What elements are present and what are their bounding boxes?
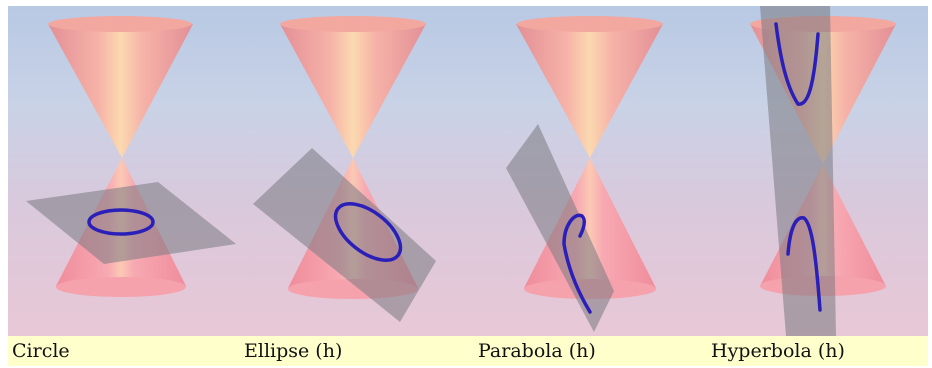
hyperbola-upper-branch	[774, 22, 820, 106]
caption-parabola: Parabola (h)	[478, 340, 596, 362]
ellipse-panel	[253, 16, 436, 322]
cutting-plane	[506, 124, 614, 332]
hyperbola-lower-branch	[786, 216, 822, 312]
circle-curve	[87, 208, 155, 236]
upper-cone-rim	[517, 16, 663, 32]
circle-panel	[26, 16, 236, 297]
caption-ellipse: Ellipse (h)	[244, 340, 343, 362]
hyperbola-panel	[750, 6, 896, 336]
upper-cone	[516, 24, 663, 158]
upper-cone-rim	[48, 16, 192, 32]
upper-cone-rim	[280, 16, 426, 32]
upper-cone	[280, 24, 426, 158]
caption-bar: Circle Ellipse (h) Parabola (h) Hyperbol…	[8, 336, 928, 366]
parabola-curve	[562, 213, 592, 314]
cutting-plane	[760, 6, 836, 336]
upper-cone	[48, 24, 193, 158]
ellipse-curve	[333, 202, 403, 262]
caption-circle: Circle	[12, 340, 70, 362]
parabola-panel	[506, 16, 663, 332]
cutting-plane	[26, 182, 236, 264]
caption-hyperbola: Hyperbola (h)	[711, 340, 845, 362]
conic-sections-figure	[8, 6, 928, 336]
lower-cone-base	[56, 277, 186, 297]
